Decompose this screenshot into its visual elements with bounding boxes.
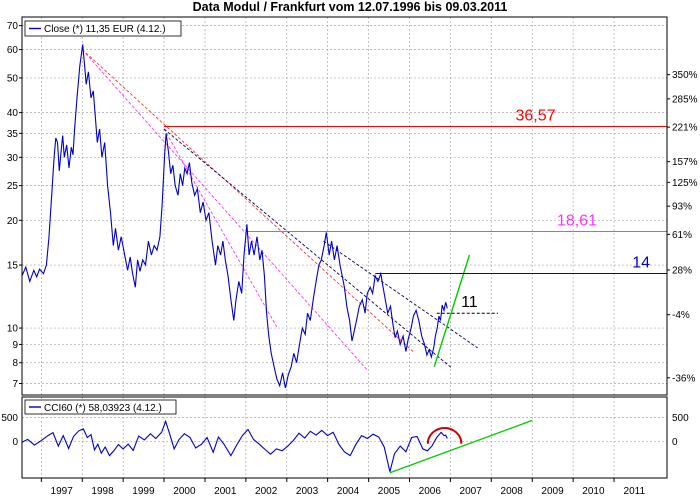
price-legend-box (24, 20, 182, 37)
x-tick-label: 2006 (419, 486, 442, 497)
y-tick-label-right: 93% (672, 202, 692, 213)
y-tick-label-right: 350% (672, 70, 698, 81)
y-tick-label-right: 285% (672, 94, 698, 105)
trend-line (163, 128, 453, 370)
level-label: 11 (461, 294, 478, 311)
price-legend-text: Close (*) 11,35 EUR (4.12.) (44, 24, 166, 35)
cci-legend-text: CCI60 (*) 58,03923 (4.12.) (44, 403, 162, 414)
level-label: 36,57 (515, 108, 555, 125)
cci-tick-label-right: 0 (672, 437, 678, 448)
chart-title: Data Modul / Frankfurt vom 12.07.1996 bi… (192, 0, 508, 14)
trend-line (163, 128, 278, 329)
cci-tick-label-left: 0 (12, 437, 18, 448)
cci-arc (426, 426, 463, 444)
y-tick-label-right: -4% (672, 310, 690, 321)
cci-tick-label-right: 500 (672, 413, 689, 424)
y-tick-label-left: 25 (7, 181, 19, 192)
cci-trend-line (389, 419, 533, 474)
y-tick-label-right: 61% (672, 230, 692, 241)
x-tick-label: 2003 (296, 486, 319, 497)
y-tick-label-right: 125% (672, 178, 698, 189)
cci-tick-label-left: 500 (1, 413, 18, 424)
x-tick-label: 2000 (173, 486, 196, 497)
cci-legend-box (24, 399, 177, 415)
trend-line (81, 49, 369, 372)
x-tick-label: 2002 (255, 486, 278, 497)
y-tick-label-left: 15 (7, 261, 19, 272)
price-panel-frame (21, 16, 668, 396)
y-tick-label-left: 60 (7, 45, 19, 56)
y-tick-label-left: 35 (7, 129, 19, 140)
x-tick-label: 2008 (501, 486, 524, 497)
x-tick-label: 2009 (541, 486, 564, 497)
y-tick-label-left: 30 (7, 153, 19, 164)
y-tick-label-left: 20 (7, 216, 19, 227)
y-tick-label-left: 8 (12, 358, 18, 369)
price-trendlines (81, 49, 478, 372)
y-tick-label-left: 50 (7, 73, 19, 84)
y-tick-label-left: 10 (7, 324, 19, 335)
y-tick-label-right: -36% (672, 373, 695, 384)
trend-line (323, 240, 478, 349)
cci-trendlines (389, 419, 533, 474)
cci-line (22, 419, 448, 472)
x-tick-label: 1998 (91, 486, 114, 497)
y-tick-label-left: 9 (12, 340, 18, 351)
x-tick-label: 1999 (132, 486, 155, 497)
y-tick-label-left: 70 (7, 21, 19, 32)
x-tick-label: 1997 (51, 486, 74, 497)
y-tick-label-right: 28% (672, 265, 692, 276)
price-grid (22, 17, 667, 395)
y-tick-label-left: 40 (7, 108, 19, 119)
y-tick-label-left: 7 (12, 379, 18, 390)
level-label: 18,61 (557, 213, 597, 230)
x-tick-label: 2005 (378, 486, 401, 497)
y-tick-label-right: 157% (672, 157, 698, 168)
close-price-line (22, 44, 448, 389)
x-tick-label: 2001 (214, 486, 237, 497)
level-label: 14 (632, 255, 650, 272)
x-tick-label: 2010 (582, 486, 605, 497)
x-tick-label: 2011 (624, 486, 646, 497)
x-tick-label: 2004 (337, 486, 360, 497)
cci-panel-frame (21, 396, 668, 479)
y-tick-label-right: 221% (672, 123, 698, 134)
x-tick-label: 2007 (460, 486, 483, 497)
